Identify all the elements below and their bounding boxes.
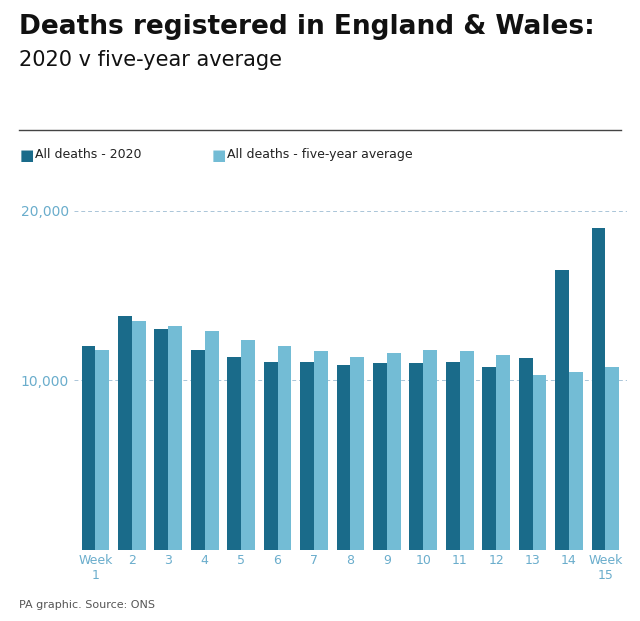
Bar	[168, 326, 182, 550]
Bar	[278, 347, 291, 550]
Bar	[264, 361, 278, 550]
Bar	[373, 363, 387, 550]
Bar	[351, 356, 364, 550]
Bar	[154, 329, 168, 550]
Bar	[518, 358, 532, 550]
Bar	[205, 331, 218, 550]
Bar	[496, 355, 510, 550]
Bar	[227, 356, 241, 550]
Bar	[191, 350, 205, 550]
Bar	[555, 270, 569, 550]
Bar	[118, 316, 132, 550]
Bar	[460, 351, 474, 550]
Text: All deaths - five-year average: All deaths - five-year average	[227, 148, 413, 161]
Bar	[300, 361, 314, 550]
Bar	[605, 366, 619, 550]
Bar	[410, 363, 423, 550]
Bar	[241, 340, 255, 550]
Bar	[387, 353, 401, 550]
Bar	[483, 366, 496, 550]
Bar	[423, 350, 437, 550]
Text: ■: ■	[211, 148, 225, 163]
Bar	[532, 375, 547, 550]
Bar	[337, 365, 350, 550]
Bar	[591, 228, 605, 550]
Text: All deaths - 2020: All deaths - 2020	[35, 148, 141, 161]
Bar	[132, 321, 146, 550]
Bar	[82, 347, 95, 550]
Bar	[314, 351, 328, 550]
Text: PA graphic. Source: ONS: PA graphic. Source: ONS	[19, 600, 155, 610]
Text: 2020 v five-year average: 2020 v five-year average	[19, 50, 282, 70]
Bar	[446, 361, 460, 550]
Bar	[569, 372, 583, 550]
Bar	[95, 350, 109, 550]
Text: Deaths registered in England & Wales:: Deaths registered in England & Wales:	[19, 14, 595, 40]
Text: ■: ■	[19, 148, 33, 163]
